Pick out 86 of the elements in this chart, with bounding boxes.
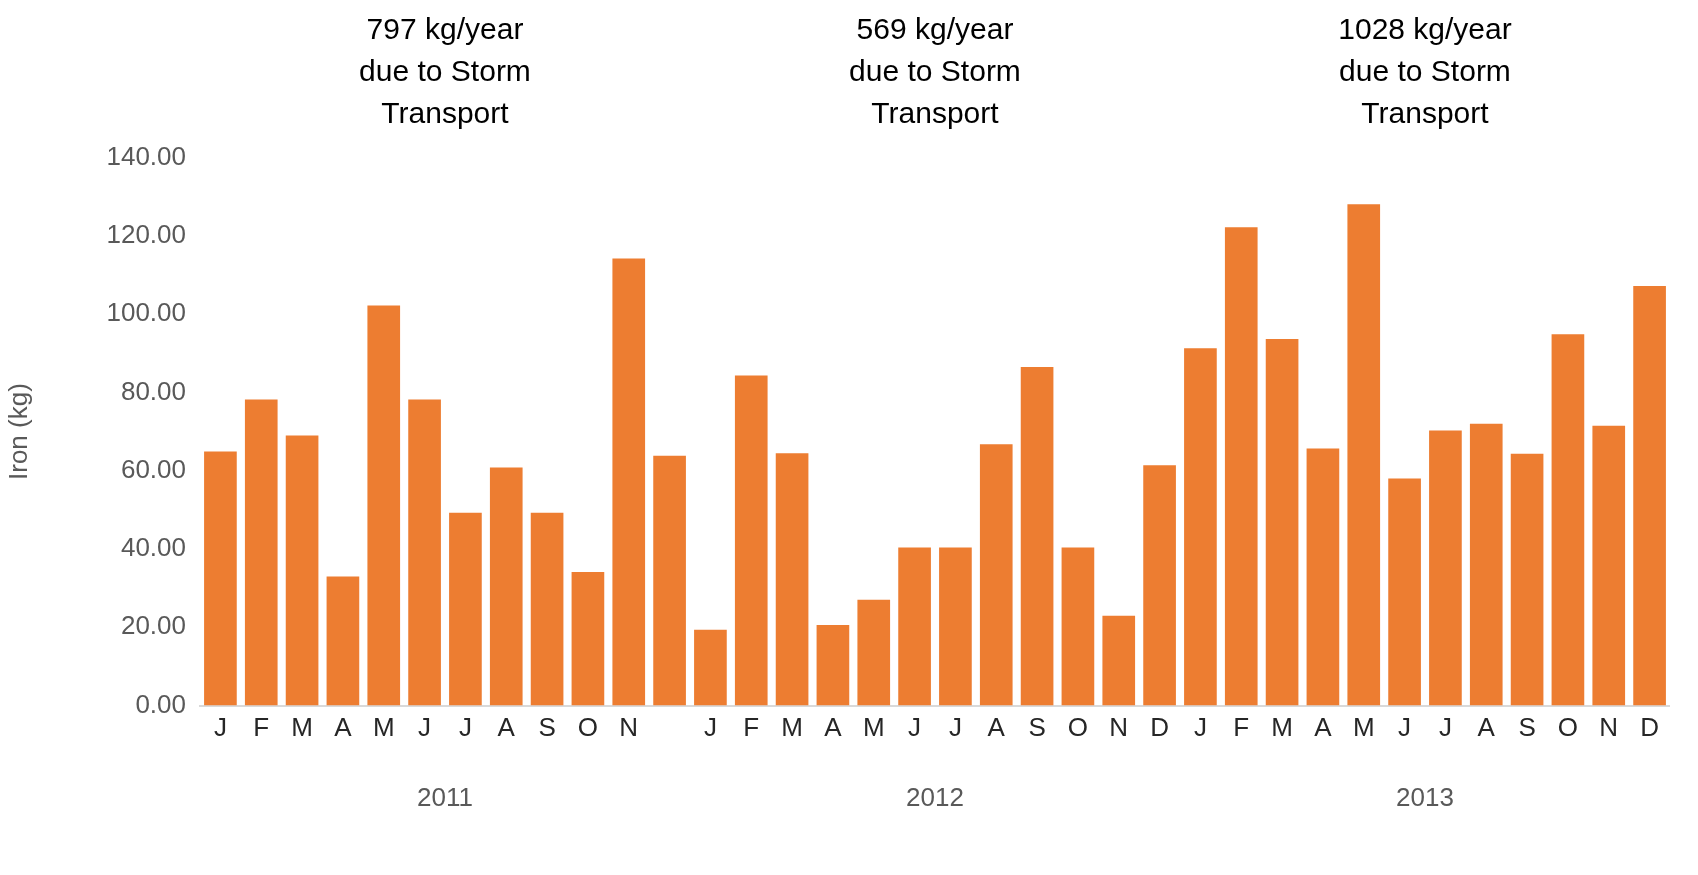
x-tick-label: F (743, 712, 760, 743)
bar (1347, 204, 1381, 706)
x-tick-label: O (1067, 712, 1089, 743)
bar (489, 467, 523, 706)
y-tick-label: 0.00 (135, 688, 186, 719)
x-tick-label: M (372, 712, 395, 743)
bar (939, 547, 972, 706)
x-tick-label: A (497, 712, 516, 743)
x-tick-label: M (781, 712, 803, 743)
chart-title: 797 kg/year due to Storm Transport (358, 11, 532, 131)
bar (326, 576, 360, 706)
x-tick-label: S (1518, 712, 1536, 743)
x-axis-title: 2011 (417, 781, 473, 812)
y-tick-label: 100.00 (106, 297, 186, 328)
x-axis-title: 2012 (906, 781, 964, 812)
bar (408, 399, 441, 706)
x-tick-label: N (1599, 712, 1619, 743)
x-tick-label: A (987, 712, 1006, 743)
bar (1551, 334, 1585, 706)
bar (244, 399, 278, 706)
bar (367, 305, 401, 706)
x-tick-label: J (1193, 712, 1207, 743)
x-tick-label: J (458, 712, 472, 743)
y-tick-label: 80.00 (120, 375, 186, 406)
bar (1224, 227, 1258, 706)
x-tick-label: N (1109, 712, 1129, 743)
x-tick-label: D (1640, 712, 1659, 743)
y-tick-label: 20.00 (120, 610, 186, 641)
x-axis-title: 2013 (1396, 781, 1454, 812)
bar (571, 572, 605, 706)
bar (979, 444, 1013, 706)
bar (694, 629, 727, 706)
bar (1633, 286, 1666, 706)
bar (734, 375, 768, 706)
bar (816, 624, 850, 706)
bar (1306, 448, 1340, 706)
x-tick-label: J (1398, 712, 1412, 743)
bar (1388, 478, 1421, 706)
bar (612, 258, 646, 706)
x-tick-label: J (1438, 712, 1452, 743)
bar (857, 599, 891, 706)
bar (449, 512, 482, 706)
bar (1061, 547, 1095, 706)
y-tick-label: 40.00 (120, 532, 186, 563)
x-tick-label: A (1314, 712, 1333, 743)
y-tick-label: 60.00 (120, 453, 186, 484)
x-tick-label: A (824, 712, 843, 743)
x-tick-label: A (1477, 712, 1496, 743)
x-tick-label: O (577, 712, 599, 743)
x-tick-label: J (948, 712, 962, 743)
x-tick-label: M (1271, 712, 1293, 743)
bar (204, 451, 237, 706)
x-tick-label: M (291, 712, 313, 743)
bar (1510, 453, 1544, 706)
bar (1020, 367, 1054, 706)
x-tick-label: S (538, 712, 556, 743)
bar (1265, 339, 1299, 706)
x-tick-label: J (418, 712, 432, 743)
x-tick-label: O (1557, 712, 1579, 743)
bar (530, 512, 564, 706)
bar (1469, 423, 1503, 706)
bar (1184, 348, 1217, 706)
bar (775, 453, 809, 706)
x-tick-label: A (334, 712, 353, 743)
bar (1102, 615, 1136, 706)
x-tick-label: M (1352, 712, 1375, 743)
x-tick-label: J (703, 712, 717, 743)
x-tick-label: F (253, 712, 270, 743)
bar (1143, 465, 1176, 706)
x-tick-label: F (1233, 712, 1250, 743)
bar (285, 435, 319, 706)
x-tick-label: J (213, 712, 227, 743)
bar (898, 547, 931, 706)
y-tick-label: 120.00 (106, 219, 186, 250)
x-tick-label: S (1028, 712, 1046, 743)
bar (653, 455, 686, 706)
y-axis-title: Iron (kg) (2, 383, 33, 481)
x-tick-label: M (862, 712, 885, 743)
x-tick-label: D (1150, 712, 1169, 743)
x-tick-label: N (619, 712, 639, 743)
chart-title: 569 kg/year due to Storm Transport (848, 11, 1022, 131)
chart-title: 1028 kg/year due to Storm Transport (1337, 11, 1513, 131)
x-tick-label: J (908, 712, 922, 743)
bar (1429, 430, 1462, 706)
y-tick-label: 140.00 (106, 140, 186, 171)
bar (1592, 425, 1626, 706)
